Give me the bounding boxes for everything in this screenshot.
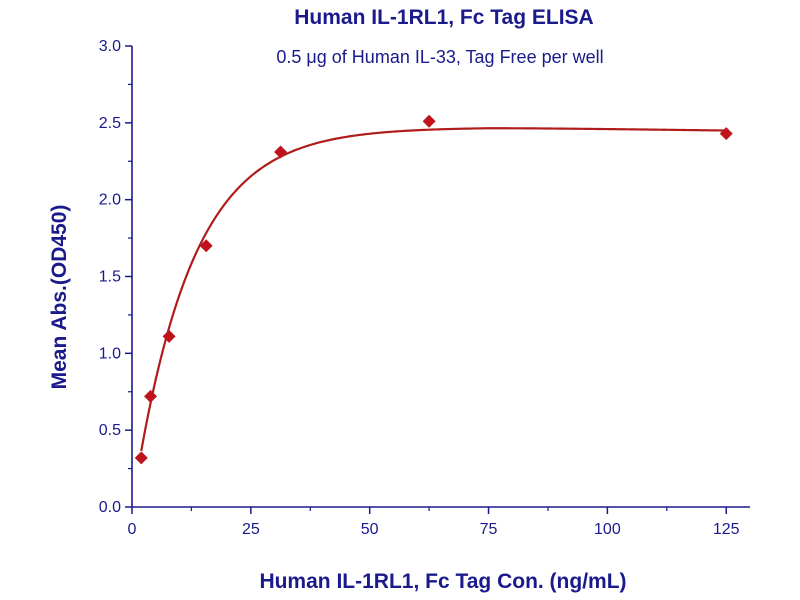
chart-subtitle: 0.5 μg of Human IL-33, Tag Free per well — [276, 47, 603, 67]
y-tick-label: 0.5 — [99, 422, 121, 439]
chart-title: Human IL-1RL1, Fc Tag ELISA — [294, 6, 593, 29]
axes — [131, 46, 750, 508]
data-point — [274, 145, 288, 159]
y-tick-label: 0.0 — [99, 499, 121, 516]
x-axis-label: Human IL-1RL1, Fc Tag Con. (ng/mL) — [259, 570, 626, 593]
data-point — [199, 239, 213, 253]
data-point — [144, 389, 158, 403]
x-tick-label: 50 — [361, 521, 379, 538]
y-axis-label: Mean Abs.(OD450) — [48, 205, 71, 390]
data-point — [162, 329, 176, 343]
x-tick-label: 100 — [594, 521, 621, 538]
data-point — [719, 127, 733, 141]
x-tick-label: 25 — [242, 521, 260, 538]
y-tick-label: 2.0 — [99, 192, 121, 209]
data-points — [134, 114, 733, 465]
data-point — [422, 114, 436, 128]
y-tick-label: 1.0 — [99, 345, 121, 362]
fit-curve-group — [140, 127, 727, 452]
y-tick-label: 1.5 — [99, 269, 121, 286]
data-point — [134, 451, 148, 465]
x-tick-label: 125 — [713, 521, 740, 538]
x-tick-label: 75 — [480, 521, 498, 538]
y-tick-label: 3.0 — [99, 38, 121, 55]
x-tick-label: 0 — [128, 521, 137, 538]
axis-ticks: 0.0 0.5 1.0 1.5 2.0 2.5 3.0 0 25 50 75 100 125 — [99, 38, 740, 538]
fit-curve — [140, 127, 727, 452]
y-tick-label: 2.5 — [99, 115, 121, 132]
